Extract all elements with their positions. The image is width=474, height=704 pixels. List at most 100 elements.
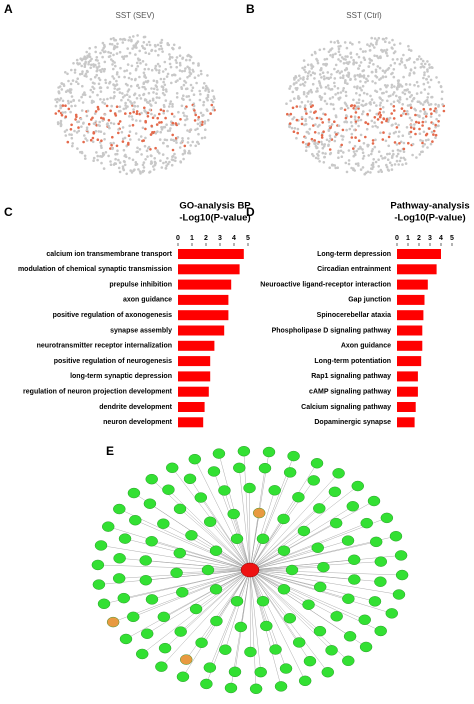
cell-dot <box>61 88 64 91</box>
cell-dot <box>419 153 422 156</box>
cell-dot <box>211 89 214 92</box>
cell-dot <box>97 138 100 141</box>
cell-dot <box>342 151 345 154</box>
cell-dot <box>406 98 409 101</box>
cell-dot <box>392 153 395 156</box>
cell-dot <box>119 161 122 164</box>
cell-dot <box>414 133 417 136</box>
cell-dot <box>142 164 145 167</box>
cell-dot <box>365 172 368 175</box>
cell-dot <box>299 84 302 87</box>
gene-node <box>157 519 169 529</box>
cell-dot <box>420 63 423 66</box>
cell-dot <box>378 150 381 153</box>
panel-label: B <box>246 2 255 16</box>
cell-dot <box>164 117 167 120</box>
cell-dot <box>162 88 165 91</box>
cell-dot <box>135 68 138 71</box>
cell-dot <box>107 51 110 54</box>
cell-dot <box>382 106 385 109</box>
gene-node <box>331 611 343 621</box>
cell-dot <box>143 109 146 112</box>
cell-dot <box>324 152 327 155</box>
cell-dot <box>184 145 187 148</box>
cell-dot <box>150 125 153 128</box>
cell-dot <box>144 120 147 123</box>
gene-node <box>374 577 386 587</box>
cell-dot <box>340 107 343 110</box>
cell-dot <box>173 153 176 156</box>
gene-node <box>120 634 132 644</box>
cell-dot <box>117 123 120 126</box>
cell-dot <box>396 155 399 158</box>
cell-dot <box>322 63 325 66</box>
cell-dot <box>363 76 366 79</box>
cell-dot <box>155 65 158 68</box>
panel-label: C <box>4 205 13 219</box>
cell-dot <box>314 72 317 75</box>
cell-dot <box>329 148 332 151</box>
cell-dot <box>139 62 142 65</box>
cell-dot <box>197 74 200 77</box>
cell-dot <box>390 112 393 115</box>
gene-node <box>174 548 186 558</box>
cell-dot <box>114 112 117 115</box>
gene-node <box>175 627 187 637</box>
cell-dot <box>376 90 379 93</box>
cell-dot <box>431 96 434 99</box>
cell-dot <box>118 76 121 79</box>
cell-dot <box>95 110 98 113</box>
cell-dot <box>408 104 411 107</box>
cell-dot <box>328 166 331 169</box>
gene-node <box>92 560 104 570</box>
cell-dot <box>413 71 416 74</box>
cell-dot <box>149 44 152 47</box>
cell-dot <box>165 164 168 167</box>
gene-node <box>311 458 323 468</box>
cell-dot <box>406 88 409 91</box>
cell-dot <box>393 117 396 120</box>
gene-node <box>313 503 325 513</box>
cell-dot <box>313 142 316 145</box>
cell-dot <box>123 70 126 73</box>
cell-dot <box>390 73 393 76</box>
cell-dot <box>206 74 209 77</box>
cell-dot <box>357 125 360 128</box>
cell-dot <box>144 145 147 148</box>
cell-dot <box>144 47 147 50</box>
cell-dot <box>364 50 367 53</box>
cell-dot <box>91 117 94 120</box>
cell-dot <box>409 96 412 99</box>
cell-dot <box>142 127 145 130</box>
cell-dot <box>173 44 176 47</box>
cell-dot <box>423 74 426 77</box>
cell-dot <box>115 80 118 83</box>
cell-dot <box>421 124 424 127</box>
gene-node <box>114 553 126 563</box>
cell-dot <box>353 104 356 107</box>
cell-dot <box>348 163 351 166</box>
cell-dot <box>397 79 400 82</box>
cell-dot <box>195 82 198 85</box>
cell-dot <box>144 51 147 54</box>
cell-dot <box>382 131 385 134</box>
cell-dot <box>359 48 362 51</box>
cell-dot <box>71 137 74 140</box>
cell-dot <box>170 138 173 141</box>
cell-dot <box>420 91 423 94</box>
cell-dot <box>136 110 139 113</box>
cell-dot <box>101 56 104 59</box>
cell-dot <box>394 141 397 144</box>
cell-dot <box>305 146 308 149</box>
cell-dot <box>369 49 372 52</box>
cell-dot <box>106 98 109 101</box>
cell-dot <box>105 82 108 85</box>
cell-dot <box>115 46 118 49</box>
bar <box>397 387 418 397</box>
cell-dot <box>192 86 195 89</box>
cell-dot <box>419 139 422 142</box>
cell-dot <box>171 113 174 116</box>
gene-node <box>107 617 119 627</box>
cell-dot <box>100 130 103 133</box>
cell-dot <box>137 105 140 108</box>
